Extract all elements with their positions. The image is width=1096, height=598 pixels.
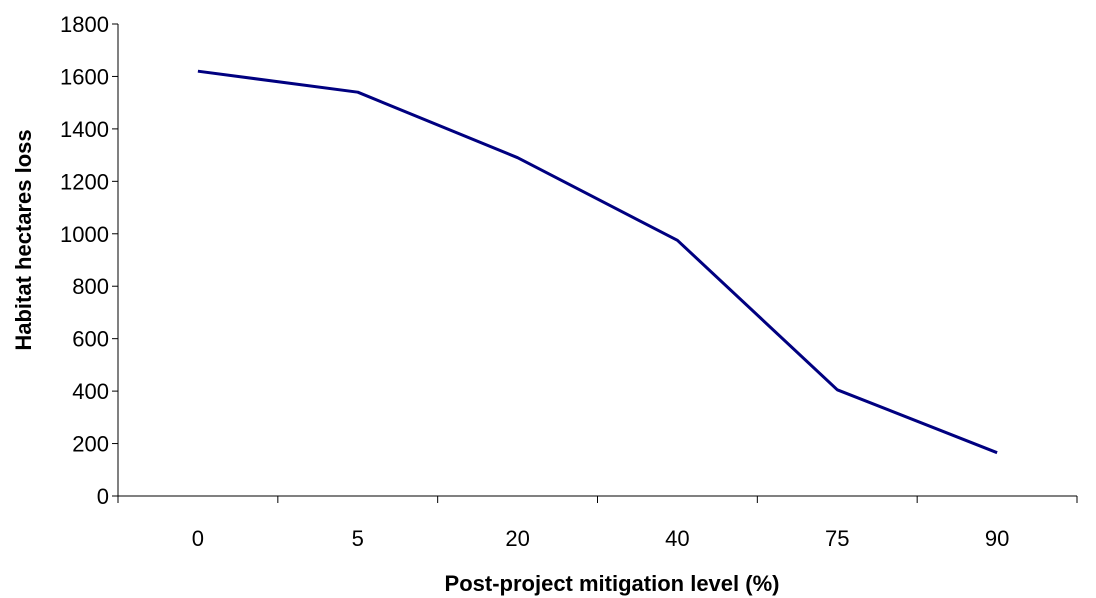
x-tick-label: 75	[825, 526, 849, 551]
x-tick-label: 20	[505, 526, 529, 551]
y-tick-label: 800	[72, 274, 109, 299]
y-tick-label: 1200	[60, 169, 109, 194]
x-tick-label: 90	[985, 526, 1009, 551]
x-ticks: 0 5 20 40 75 90	[117, 496, 1078, 551]
x-axis-title: Post-project mitigation level (%)	[445, 571, 780, 596]
y-tick-label: 400	[72, 379, 109, 404]
y-tick-label: 1600	[60, 64, 109, 89]
x-tick-label: 0	[192, 526, 204, 551]
series-layer	[197, 69, 998, 455]
y-tick-label: 1400	[60, 117, 109, 142]
y-tick-label: 200	[72, 432, 109, 457]
x-tick-label: 40	[665, 526, 689, 551]
x-tick-label: 5	[352, 526, 364, 551]
y-axis-title: Habitat hectares loss	[11, 129, 36, 350]
series-line	[197, 69, 998, 455]
axes	[117, 24, 1077, 497]
y-tick-label: 1000	[60, 222, 109, 247]
y-tick-label: 600	[72, 327, 109, 352]
y-tick-label: 1800	[60, 12, 109, 37]
y-tick-label: 0	[97, 484, 109, 509]
y-ticks: 0 200 400 600 800 1000 1200 1400 1600 1800	[60, 12, 118, 509]
